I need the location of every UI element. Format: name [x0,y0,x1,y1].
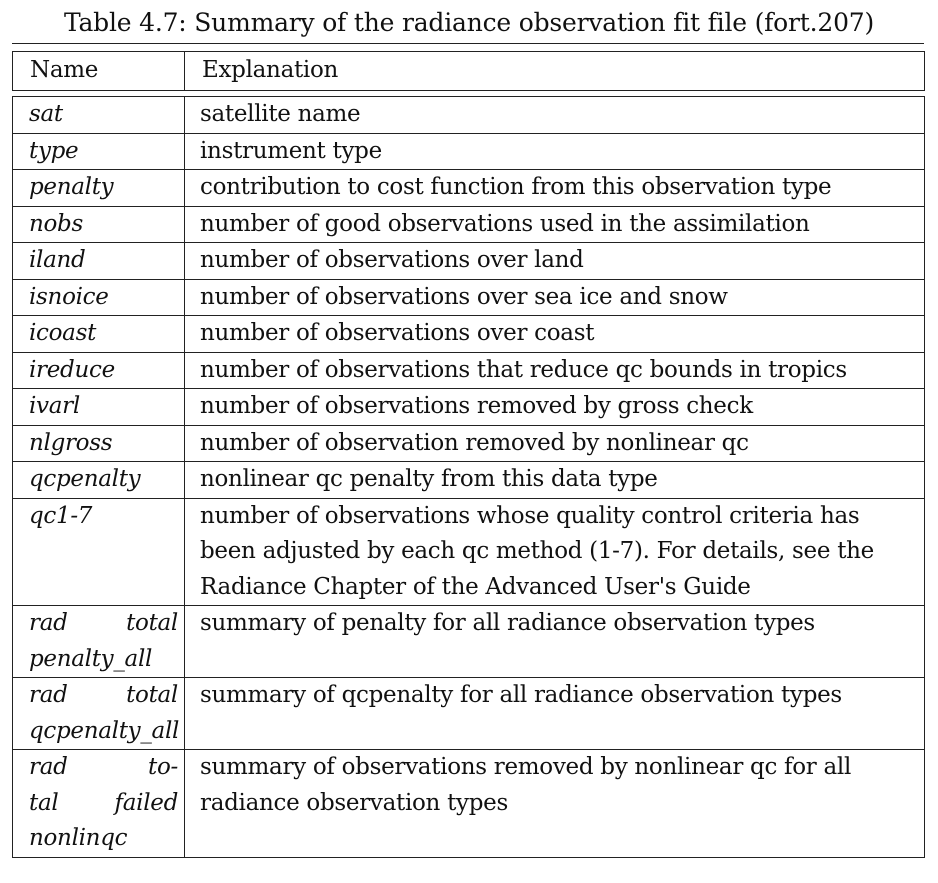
table-row: qc1-7 number of observations whose qualit… [12,497,925,606]
row-name: ireduce [12,351,185,389]
row-name: nlgross [12,424,185,462]
row-explanation: number of observations whose quality con… [184,497,925,606]
row-name: rad total qcpenalty_all [12,677,185,750]
table-row: qcpenalty nonlinear qc penalty from this … [12,461,925,499]
row-name-line: rad total [29,610,178,636]
row-explanation: number of observation removed by nonline… [184,424,925,462]
row-name: qcpenalty [12,461,185,499]
row-name: ivarl [12,388,185,426]
row-explanation: instrument type [184,132,925,170]
table-row: isnoice number of observations over sea i… [12,278,925,316]
row-name: sat [12,96,185,134]
table-row: iland number of observations over land [12,242,925,280]
table-row: ivarl number of observations removed by g… [12,388,925,426]
row-name: penalty [12,169,185,207]
table-row: nlgross number of observation removed by … [12,424,925,462]
row-explanation: number of observations removed by gross … [184,388,925,426]
caption-rule [12,43,924,44]
table-row: ireduce number of observations that reduc… [12,351,925,389]
row-name-line: qcpenalty_all [29,717,180,744]
table-row: type instrument type [12,132,925,170]
header-explanation: Explanation [184,51,925,91]
row-explanation: nonlinear qc penalty from this data type [184,461,925,499]
summary-table: Name Explanation sat satellite name type in… [12,51,925,858]
row-name: iland [12,242,185,280]
row-explanation: number of observations over sea ice and … [184,278,925,316]
row-name-line: rad total [29,682,178,708]
row-explanation: number of observations that reduce qc bo… [184,351,925,389]
row-name: rad total penalty_all [12,605,185,678]
table-row: rad to-tal failed nonlinqc summary of obse… [12,749,925,858]
row-name: isnoice [12,278,185,316]
table-row: icoast number of observations over coast [12,315,925,353]
row-explanation: contribution to cost function from this … [184,169,925,207]
row-name: type [12,132,185,170]
row-name: rad to-tal failed nonlinqc [12,749,185,858]
header-gap [12,90,925,97]
table-container: Name Explanation sat satellite name type in… [12,43,925,858]
table-row: sat satellite name [12,96,925,134]
table-caption: Table 4.7: Summary of the radiance obser… [63,8,875,37]
row-explanation: satellite name [184,96,925,134]
row-explanation: number of observations over land [184,242,925,280]
row-explanation: number of observations over coast [184,315,925,353]
row-name-line: tal failed [29,789,178,816]
row-name: nobs [12,205,185,243]
row-name-line: rad to- [29,754,178,780]
header-row: Name Explanation [12,51,925,91]
row-explanation: summary of qcpenalty for all radiance ob… [184,677,925,750]
table-row: penalty contribution to cost function fro… [12,169,925,207]
row-explanation: number of good observations used in the … [184,205,925,243]
row-explanation: summary of observations removed by nonli… [184,749,925,858]
table-row: rad total qcpenalty_all summary of qcpenal… [12,677,925,750]
table-row: nobs number of good observations used in … [12,205,925,243]
table-row: rad total penalty_all summary of penalty f… [12,605,925,678]
row-name: icoast [12,315,185,353]
row-explanation: summary of penalty for all radiance obse… [184,605,925,678]
row-name: qc1-7 [12,497,185,606]
row-name-line: penalty_all [29,645,153,672]
row-name-line: nonlinqc [29,825,128,851]
header-name: Name [12,51,185,91]
